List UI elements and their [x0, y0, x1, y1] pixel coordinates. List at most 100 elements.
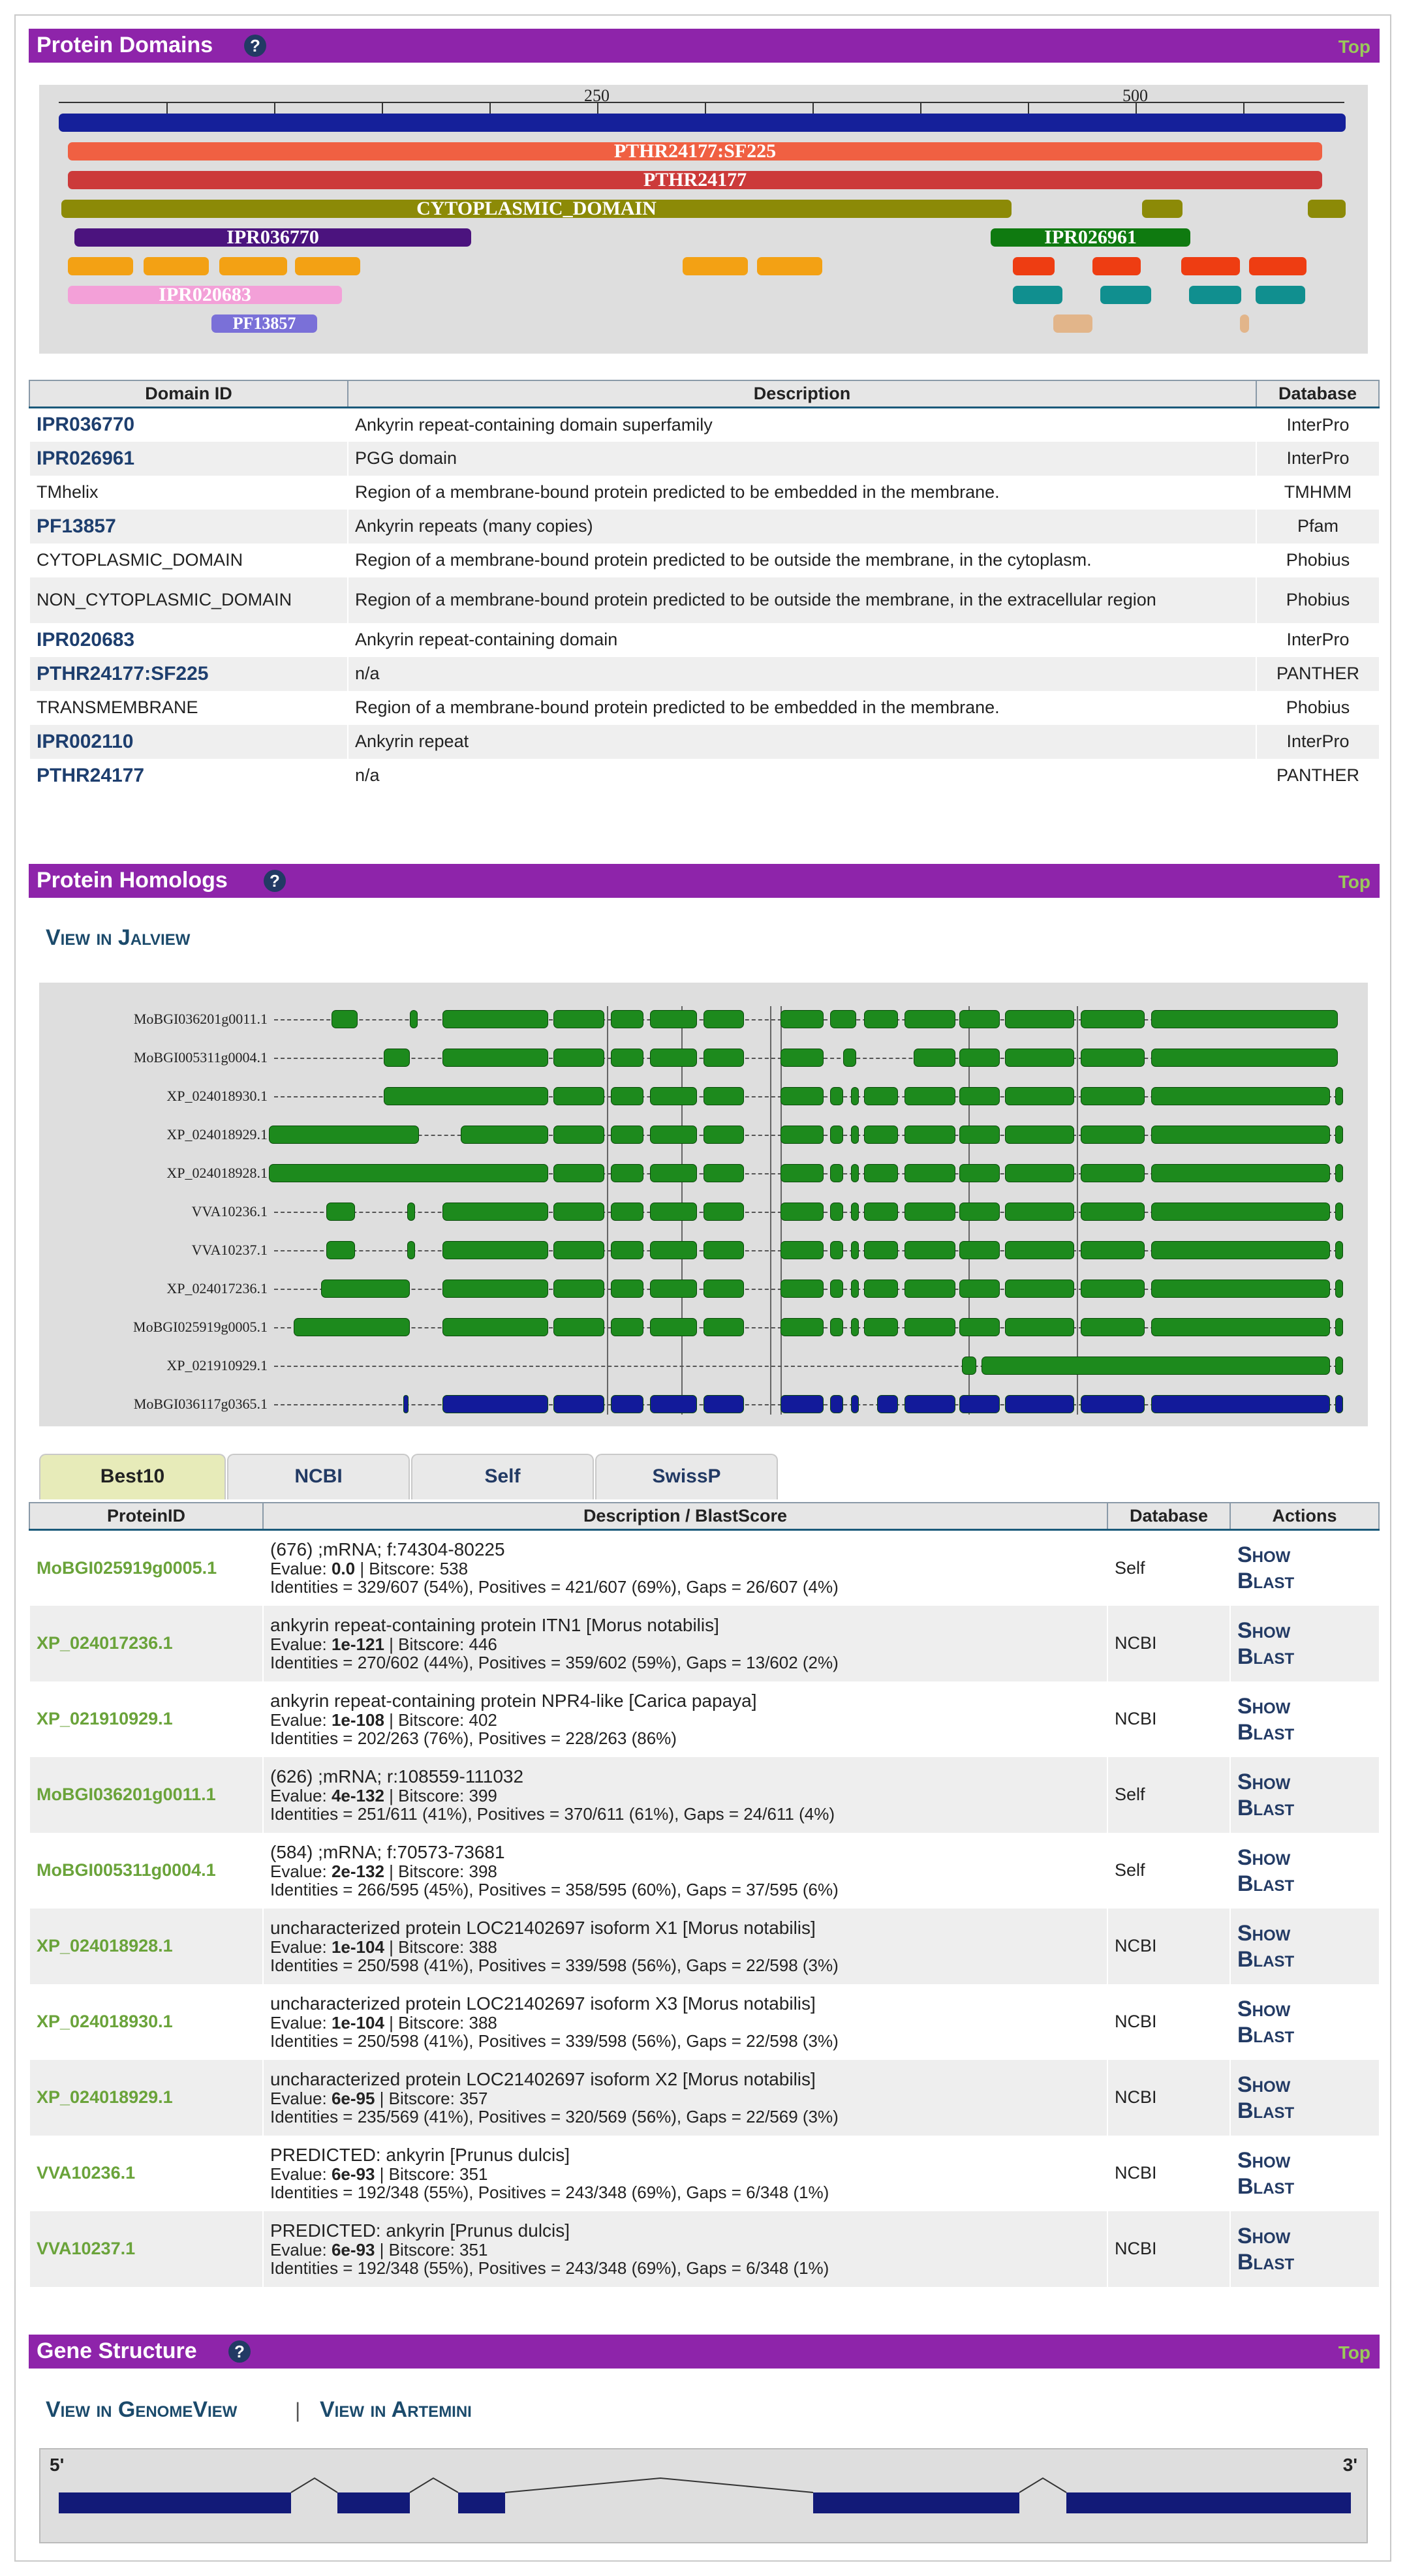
domain-bar-tm[interactable]: [1181, 257, 1240, 275]
domain-bar-ankyrin-repeat[interactable]: [219, 257, 287, 275]
blast-button[interactable]: Blast: [1237, 1871, 1295, 1896]
evalue-value: 1e-121: [331, 1634, 384, 1654]
tab-best10[interactable]: Best10: [39, 1454, 226, 1499]
top-link[interactable]: Top: [1338, 2342, 1370, 2363]
domain-bar-ankyrin-repeat[interactable]: [683, 257, 748, 275]
domain-bar-pthr24177[interactable]: PTHR24177: [68, 171, 1322, 189]
blast-button[interactable]: Blast: [1237, 1644, 1295, 1669]
homolog-description: ankyrin repeat-containing protein ITN1 […: [262, 1605, 1107, 1681]
protein-id-link[interactable]: VVA10237.1: [29, 2211, 263, 2287]
domain-bar-transmembrane[interactable]: [1189, 286, 1241, 304]
domain-id[interactable]: IPR002110: [29, 724, 348, 759]
view-in-artemini-link[interactable]: View in Artemini: [320, 2397, 472, 2422]
domain-bar-ankyrin-repeat[interactable]: [295, 257, 360, 275]
show-button[interactable]: Show: [1237, 1693, 1291, 1719]
domain-id[interactable]: PF13857: [29, 509, 348, 544]
domain-bar-transmembrane[interactable]: [1256, 286, 1305, 304]
alignment-block: [851, 1164, 859, 1182]
view-in-genomeview-link[interactable]: View in GenomeView: [46, 2397, 238, 2422]
show-button[interactable]: Show: [1237, 2147, 1291, 2173]
show-button[interactable]: Show: [1237, 2223, 1291, 2248]
blast-button[interactable]: Blast: [1237, 1946, 1295, 1972]
domain-id[interactable]: IPR026961: [29, 441, 348, 476]
domain-bar-cytoplasmic[interactable]: CYTOPLASMIC_DOMAIN: [61, 200, 1012, 218]
protein-id-link[interactable]: XP_024018928.1: [29, 1908, 263, 1984]
domain-bar-transmembrane[interactable]: [1013, 286, 1062, 304]
alignment-block: [864, 1203, 898, 1221]
alignment-block: [650, 1010, 697, 1028]
protein-id-link[interactable]: VVA10236.1: [29, 2135, 263, 2211]
domain-bar-tm[interactable]: [1249, 257, 1306, 275]
blast-button[interactable]: Blast: [1237, 1719, 1295, 1745]
domain-bar-non-cytoplasmic[interactable]: [1240, 314, 1249, 333]
tab-swissp[interactable]: SwissP: [595, 1454, 778, 1499]
domain-bar-tm[interactable]: [1013, 257, 1055, 275]
top-link[interactable]: Top: [1338, 37, 1370, 57]
domain-bar-pthr24177-sf225[interactable]: PTHR24177:SF225: [68, 142, 1322, 161]
show-button[interactable]: Show: [1237, 2072, 1291, 2097]
blast-button[interactable]: Blast: [1237, 2022, 1295, 2047]
bitscore-label: | Bitscore:: [384, 1937, 469, 1957]
view-in-jalview-link[interactable]: View in Jalview: [46, 925, 191, 950]
protein-id-link[interactable]: XP_024018930.1: [29, 1984, 263, 2060]
alignment-row-label: XP_021910929.1: [166, 1357, 268, 1373]
show-button[interactable]: Show: [1237, 1769, 1291, 1794]
tab-ncbi[interactable]: NCBI: [227, 1454, 410, 1499]
alignment-row-label: XP_024018929.1: [166, 1126, 268, 1142]
alignment-block: [1151, 1010, 1338, 1028]
blast-button[interactable]: Blast: [1237, 2098, 1295, 2123]
domain-bar-transmembrane[interactable]: [1100, 286, 1151, 304]
domain-id[interactable]: PTHR24177: [29, 758, 348, 793]
domain-bar-ankyrin-repeat[interactable]: [144, 257, 209, 275]
protein-id-link[interactable]: MoBGI025919g0005.1: [29, 1529, 263, 1606]
domain-bar-ankyrin-repeat[interactable]: [68, 257, 133, 275]
protein-id-link[interactable]: XP_024018929.1: [29, 2059, 263, 2136]
protein-id-link[interactable]: MoBGI036201g0011.1: [29, 1756, 263, 1833]
show-button[interactable]: Show: [1237, 1845, 1291, 1870]
alignment-block: [1151, 1087, 1330, 1105]
section-title: Protein Domains: [37, 33, 213, 57]
alignment-block: [553, 1280, 604, 1298]
show-button[interactable]: Show: [1237, 1920, 1291, 1946]
domain-row: IPR036770 Ankyrin repeat-containing domai…: [29, 407, 1379, 442]
blast-button[interactable]: Blast: [1237, 2173, 1295, 2199]
domain-bar-tm[interactable]: [1092, 257, 1141, 275]
protein-id-link[interactable]: XP_021910929.1: [29, 1681, 263, 1757]
col-protein-id: ProteinID: [29, 1502, 264, 1531]
show-button[interactable]: Show: [1237, 1542, 1291, 1568]
domain-bar-ipr036770[interactable]: IPR036770: [74, 228, 471, 247]
domain-bar-pf13857[interactable]: PF13857: [211, 314, 317, 333]
evalue-label: Evalue:: [270, 1937, 332, 1957]
alignment-block: [704, 1126, 744, 1144]
show-button[interactable]: Show: [1237, 1618, 1291, 1643]
domain-bar-ipr026961[interactable]: IPR026961: [991, 228, 1190, 247]
domain-id[interactable]: IPR020683: [29, 622, 348, 657]
domain-description: Region of a membrane-bound protein predi…: [347, 577, 1256, 623]
domain-id[interactable]: PTHR24177:SF225: [29, 656, 348, 691]
top-link[interactable]: Top: [1338, 872, 1370, 892]
alignment-block: [781, 1087, 824, 1105]
show-button[interactable]: Show: [1237, 1996, 1291, 2021]
domain-bar-ankyrin-repeat[interactable]: [757, 257, 822, 275]
homolog-database: NCBI: [1107, 2135, 1230, 2211]
domain-bar-ipr020683[interactable]: IPR020683: [68, 286, 342, 304]
domain-bar-cytoplasmic[interactable]: [1308, 200, 1346, 218]
domain-id[interactable]: IPR036770: [29, 407, 348, 442]
help-icon[interactable]: ?: [244, 35, 266, 57]
blast-button[interactable]: Blast: [1237, 1795, 1295, 1820]
blast-button[interactable]: Blast: [1237, 1569, 1295, 1594]
alignment-block: [269, 1164, 548, 1182]
protein-id-link[interactable]: XP_024017236.1: [29, 1605, 263, 1681]
col-description-blastscore: Description / BlastScore: [262, 1502, 1108, 1531]
alignment-block: [384, 1049, 410, 1067]
alignment-block: [384, 1087, 548, 1105]
blast-button[interactable]: Blast: [1237, 2249, 1295, 2275]
protein-id-link[interactable]: MoBGI005311g0004.1: [29, 1832, 263, 1909]
alignment-block: [704, 1395, 744, 1413]
alignment-row-label: MoBGI025919g0005.1: [133, 1319, 268, 1335]
help-icon[interactable]: ?: [264, 870, 286, 892]
tab-self[interactable]: Self: [411, 1454, 594, 1499]
domain-bar-non-cytoplasmic[interactable]: [1053, 314, 1092, 333]
domain-bar-cytoplasmic[interactable]: [1142, 200, 1183, 218]
help-icon[interactable]: ?: [228, 2340, 251, 2363]
